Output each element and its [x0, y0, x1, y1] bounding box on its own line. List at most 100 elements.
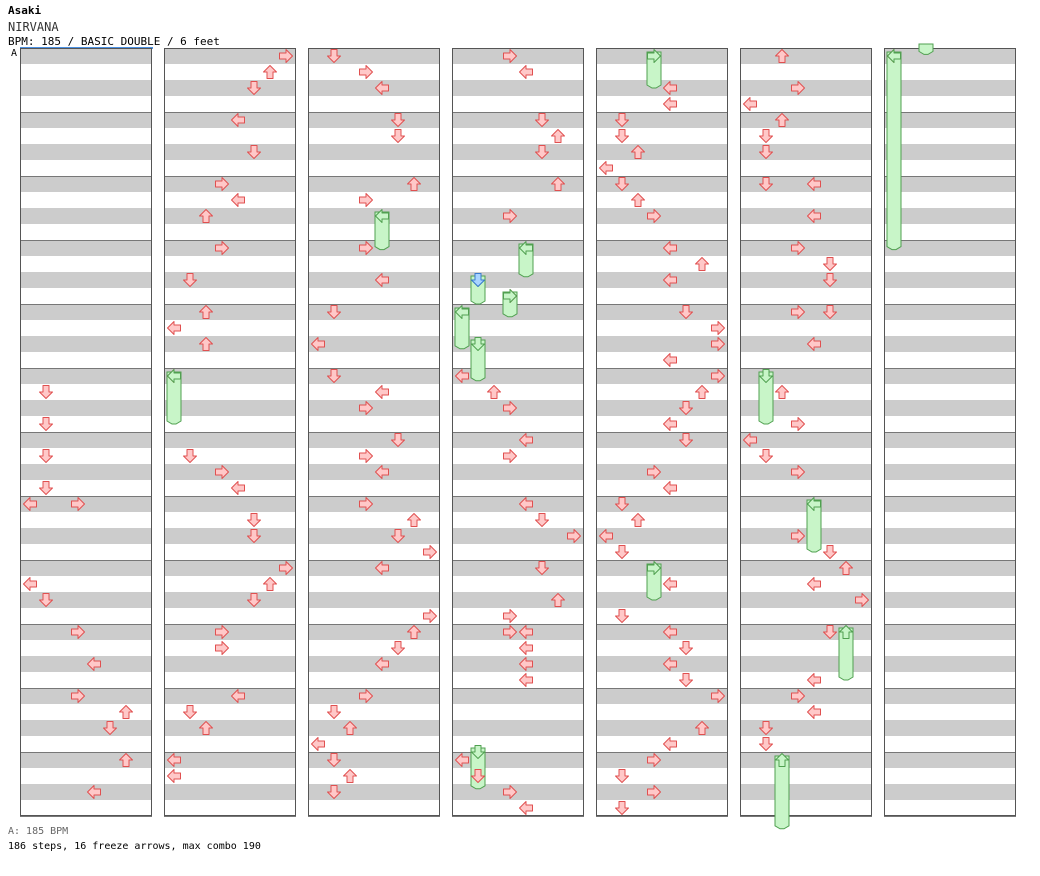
step-arrow: [759, 721, 773, 735]
step-arrow: [423, 545, 437, 559]
beat-stripe: [308, 80, 440, 96]
step-arrow: [823, 257, 837, 271]
beat-stripe: [20, 400, 152, 416]
step-arrow: [327, 753, 341, 767]
step-arrow: [359, 401, 373, 415]
beat-stripe: [20, 496, 152, 512]
beat-stripe: [308, 432, 440, 448]
beat-stripe: [20, 528, 152, 544]
beat-stripe: [164, 240, 296, 256]
beat-stripe: [884, 272, 1016, 288]
beat-stripe: [308, 720, 440, 736]
beat-stripe: [20, 176, 152, 192]
beat-stripe: [884, 432, 1016, 448]
step-arrow: [391, 433, 405, 447]
step-arrow: [743, 433, 757, 447]
beat-stripe: [884, 560, 1016, 576]
beat-stripe: [884, 656, 1016, 672]
chart-author: Asaki: [8, 4, 42, 17]
beat-stripe: [884, 496, 1016, 512]
beat-stripe: [308, 464, 440, 480]
step-arrow: [215, 625, 229, 639]
beat-stripe: [884, 784, 1016, 800]
freeze-arrow: [454, 307, 470, 350]
beat-stripe: [452, 304, 584, 320]
step-arrow: [71, 689, 85, 703]
step-arrow: [455, 753, 469, 767]
beat-stripe: [740, 272, 872, 288]
column-border: [308, 48, 440, 816]
step-arrow: [615, 609, 629, 623]
beat-stripe: [452, 80, 584, 96]
step-arrow: [631, 513, 645, 527]
beat-stripe: [740, 304, 872, 320]
step-arrow: [23, 577, 37, 591]
beat-stripe: [452, 688, 584, 704]
freeze-arrow: [918, 43, 934, 55]
shock-arrow: [471, 273, 485, 287]
beat-stripe: [452, 400, 584, 416]
step-arrow: [71, 625, 85, 639]
beat-stripe: [308, 272, 440, 288]
step-arrow: [535, 113, 549, 127]
beat-stripe: [164, 48, 296, 64]
beat-stripe: [164, 80, 296, 96]
beat-stripe: [884, 80, 1016, 96]
beat-stripe: [884, 400, 1016, 416]
step-arrow: [39, 593, 53, 607]
step-arrow: [359, 193, 373, 207]
step-arrow: [535, 513, 549, 527]
step-arrow: [503, 209, 517, 223]
beat-stripe: [20, 304, 152, 320]
step-arrow: [615, 129, 629, 143]
step-arrow: [695, 385, 709, 399]
step-arrow: [711, 337, 725, 351]
beat-stripe: [20, 208, 152, 224]
step-arrow: [247, 593, 261, 607]
beat-stripe: [596, 624, 728, 640]
freeze-head: [471, 745, 485, 759]
step-arrow: [823, 273, 837, 287]
step-arrow: [503, 785, 517, 799]
step-arrow: [759, 177, 773, 191]
freeze-arrow: [646, 51, 662, 89]
bpm-legend: A: 185 BPM: [8, 826, 69, 837]
beat-stripe: [20, 624, 152, 640]
step-arrow: [359, 497, 373, 511]
beat-stripe: [596, 560, 728, 576]
beat-stripe: [164, 560, 296, 576]
step-arrow: [343, 721, 357, 735]
beat-stripe: [164, 752, 296, 768]
step-arrow: [663, 81, 677, 95]
freeze-head: [775, 753, 789, 767]
beat-stripe: [596, 720, 728, 736]
beat-stripe: [164, 528, 296, 544]
step-arrow: [263, 577, 277, 591]
beat-stripe: [884, 752, 1016, 768]
step-arrow: [615, 497, 629, 511]
step-arrow: [327, 785, 341, 799]
beat-stripe: [596, 336, 728, 352]
step-arrow: [631, 145, 645, 159]
beat-stripe: [596, 464, 728, 480]
beat-stripe: [740, 496, 872, 512]
beat-stripe: [452, 240, 584, 256]
beat-stripe: [596, 144, 728, 160]
beat-stripe: [308, 304, 440, 320]
step-arrow: [183, 273, 197, 287]
beat-stripe: [164, 304, 296, 320]
step-arrow: [791, 305, 805, 319]
beat-stripe: [884, 720, 1016, 736]
step-arrow: [359, 449, 373, 463]
step-arrow: [663, 737, 677, 751]
chart-summary: 186 steps, 16 freeze arrows, max combo 1…: [8, 841, 261, 852]
beat-stripe: [20, 784, 152, 800]
step-arrow: [231, 113, 245, 127]
beat-stripe: [596, 272, 728, 288]
freeze-arrow: [518, 243, 534, 278]
song-title: NIRVANA: [8, 20, 59, 34]
step-arrow: [247, 81, 261, 95]
step-arrow: [647, 753, 661, 767]
beat-stripe: [308, 752, 440, 768]
step-arrow: [679, 673, 693, 687]
